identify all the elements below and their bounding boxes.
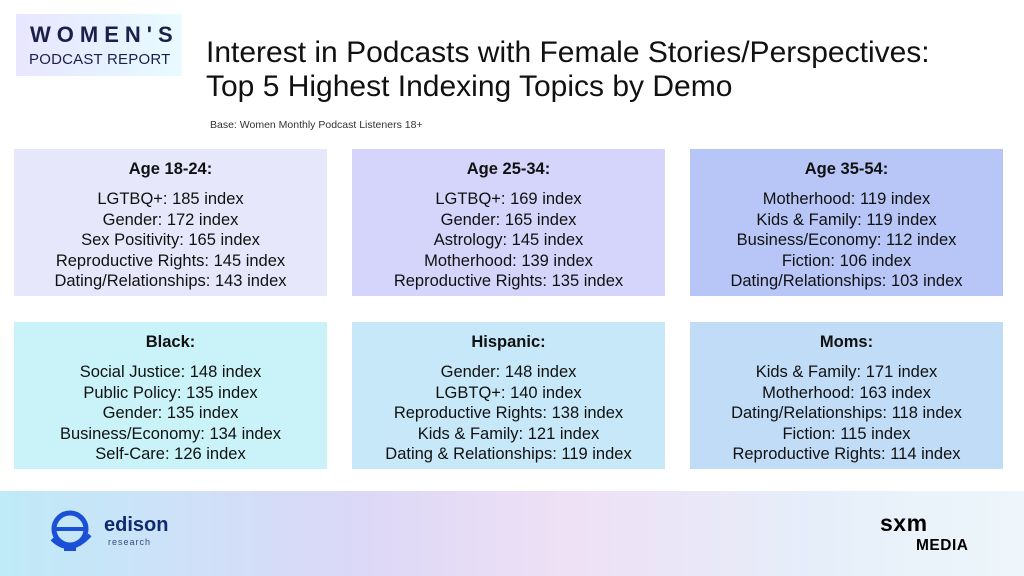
topic-line: Kids & Family: 171 index [755, 363, 938, 381]
topic-line: LGTBQ+: 185 index [97, 190, 244, 208]
topic-line: Gender: 148 index [440, 363, 577, 381]
topic-line: Reproductive Rights: 114 index [732, 445, 961, 463]
topic-line: Kids & Family: 119 index [756, 210, 937, 229]
topic-line: Gender: 172 index [102, 210, 239, 229]
footer-band [0, 491, 1024, 576]
card-age-18-24: Age 18-24: LGTBQ+: 185 index Gender: 172… [14, 149, 327, 296]
title-line-2: Top 5 Highest Indexing Topics by Demo [206, 70, 733, 103]
card-heading: Black: [145, 333, 196, 351]
card-moms: Moms: Kids & Family: 171 index Motherhoo… [690, 322, 1003, 469]
edison-sub: research [108, 537, 152, 547]
topic-line: Astrology: 145 index [433, 231, 584, 249]
topic-line: Gender: 165 index [440, 210, 577, 229]
topic-line: Self-Care: 126 index [95, 445, 246, 463]
topic-line: Fiction: 106 index [781, 251, 912, 270]
topic-line: Motherhood: 119 index [762, 190, 931, 208]
card-age-35-54: Age 35-54: Motherhood: 119 index Kids & … [690, 149, 1003, 296]
topic-line: Business/Economy: 134 index [59, 424, 282, 443]
edison-research-logo: edison research [46, 505, 168, 557]
card-heading: Age 18-24: [128, 160, 213, 178]
logo-top-text: WOMEN'S [30, 22, 179, 47]
topic-line: Fiction: 115 index [782, 424, 911, 443]
topic-line: Motherhood: 139 index [424, 251, 593, 270]
sxm-logo-text: sxm [880, 510, 928, 536]
topic-line: Sex Positivity: 165 index [81, 231, 260, 249]
sxm-media-text: MEDIA [916, 537, 969, 554]
card-heading: Age 25-34: [466, 160, 551, 178]
edison-name: edison [104, 514, 169, 536]
topic-line: Business/Economy: 112 index [736, 231, 957, 249]
topic-line: Gender: 135 index [102, 404, 239, 422]
topic-line: Social Justice: 148 index [79, 363, 262, 381]
card-heading: Moms: [819, 333, 874, 351]
card-heading: Hispanic: [471, 333, 546, 351]
topic-line: LGTBQ+: 169 index [435, 190, 582, 208]
womens-podcast-report-logo: WOMEN'S PODCAST REPORT [16, 14, 182, 76]
topic-line: LGBTQ+: 140 index [435, 383, 582, 402]
page-title: Interest in Podcasts with Female Stories… [206, 36, 1006, 104]
topic-line: Reproductive Rights: 145 index [55, 251, 286, 270]
topic-line: Kids & Family: 121 index [417, 424, 600, 443]
base-note: Base: Women Monthly Podcast Listeners 18… [210, 119, 423, 131]
card-heading: Age 35-54: [804, 160, 889, 178]
topic-line: Dating/Relationships: 103 index [730, 272, 963, 290]
title-line-1: Interest in Podcasts with Female Stories… [206, 36, 930, 69]
topic-line: Dating/Relationships: 118 index [731, 404, 962, 422]
card-age-25-34: Age 25-34: LGTBQ+: 169 index Gender: 165… [352, 149, 665, 296]
topic-line: Dating/Relationships: 143 index [54, 272, 287, 290]
edison-bulb-icon [50, 510, 92, 551]
card-black: Black: Social Justice: 148 index Public … [14, 322, 327, 469]
logo-bottom-text: PODCAST REPORT [29, 51, 171, 68]
card-hispanic: Hispanic: Gender: 148 index LGBTQ+: 140 … [352, 322, 665, 469]
topic-line: Motherhood: 163 index [762, 383, 931, 402]
topic-line: Public Policy: 135 index [83, 383, 258, 402]
topic-line: Dating & Relationships: 119 index [385, 445, 632, 463]
topic-line: Reproductive Rights: 138 index [393, 404, 624, 422]
topic-line: Reproductive Rights: 135 index [393, 272, 624, 290]
